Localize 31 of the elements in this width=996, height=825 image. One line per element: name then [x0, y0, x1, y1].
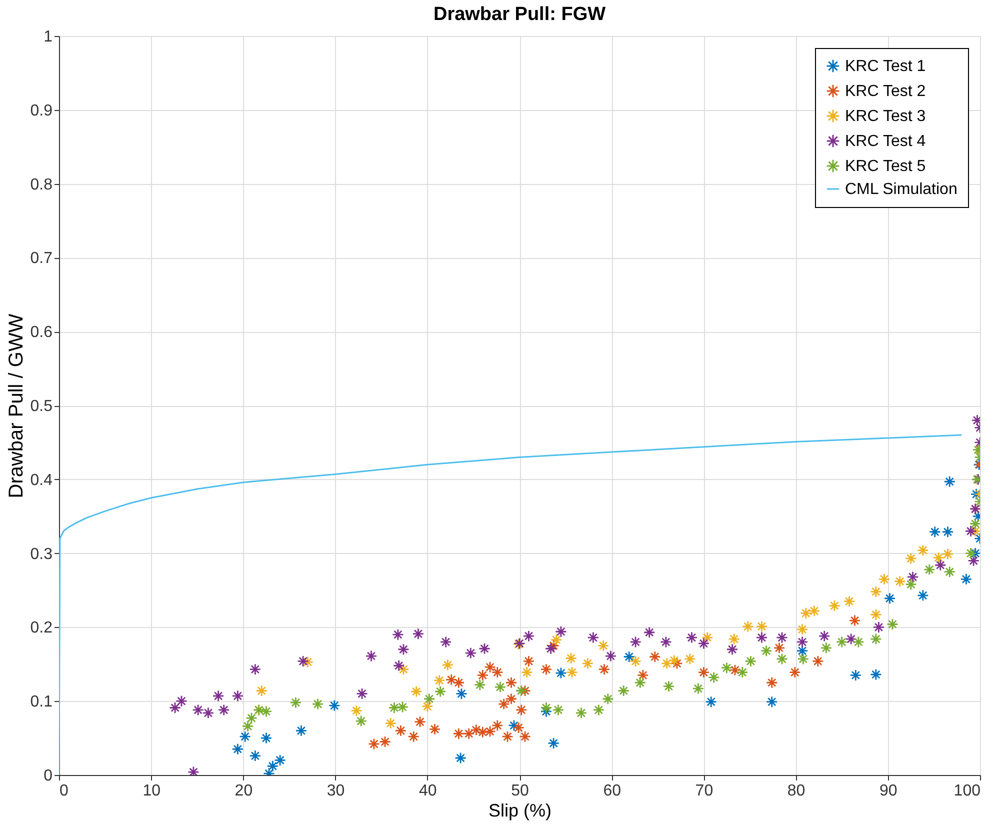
x-axis-title: Slip (%): [488, 800, 552, 820]
legend-label: KRC Test 4: [845, 133, 926, 150]
chart-title: Drawbar Pull: FGW: [433, 4, 606, 25]
y-tick-label: 0.9: [30, 102, 53, 120]
x-tick-label: 50: [511, 782, 529, 800]
x-tick-label: 30: [326, 782, 345, 800]
y-axis-title: Drawbar Pull / GWW: [5, 314, 28, 498]
x-tick-label: 10: [142, 782, 161, 800]
legend-label: KRC Test 5: [845, 158, 926, 175]
x-tick-label: 90: [880, 782, 898, 800]
y-tick-label: 0.5: [30, 398, 53, 415]
y-tick-label: 0.4: [30, 472, 53, 489]
legend-label: CML Simulation: [845, 181, 958, 198]
y-tick-label: 0.6: [30, 324, 53, 342]
x-tick-label: 60: [603, 782, 622, 800]
legend-label: KRC Test 3: [845, 108, 926, 125]
legend-label: KRC Test 2: [845, 83, 926, 100]
y-tick-label: 0.3: [30, 546, 53, 563]
y-tick-label: 1: [44, 28, 53, 46]
x-tick-label: 0: [60, 782, 68, 800]
y-tick-label: 0.1: [30, 694, 53, 711]
x-tick-label: 80: [787, 782, 806, 800]
y-tick-label: 0.8: [30, 176, 53, 194]
y-tick-label: 0.2: [30, 620, 53, 637]
y-tick-label: 0: [44, 768, 53, 784]
x-tick-label: 100: [954, 782, 981, 800]
x-tick-label: 20: [234, 782, 253, 800]
x-tick-label: 70: [695, 782, 714, 800]
y-tick-label: 0.7: [30, 250, 53, 268]
x-tick-label: 40: [419, 782, 437, 800]
legend-label: KRC Test 1: [845, 58, 926, 75]
